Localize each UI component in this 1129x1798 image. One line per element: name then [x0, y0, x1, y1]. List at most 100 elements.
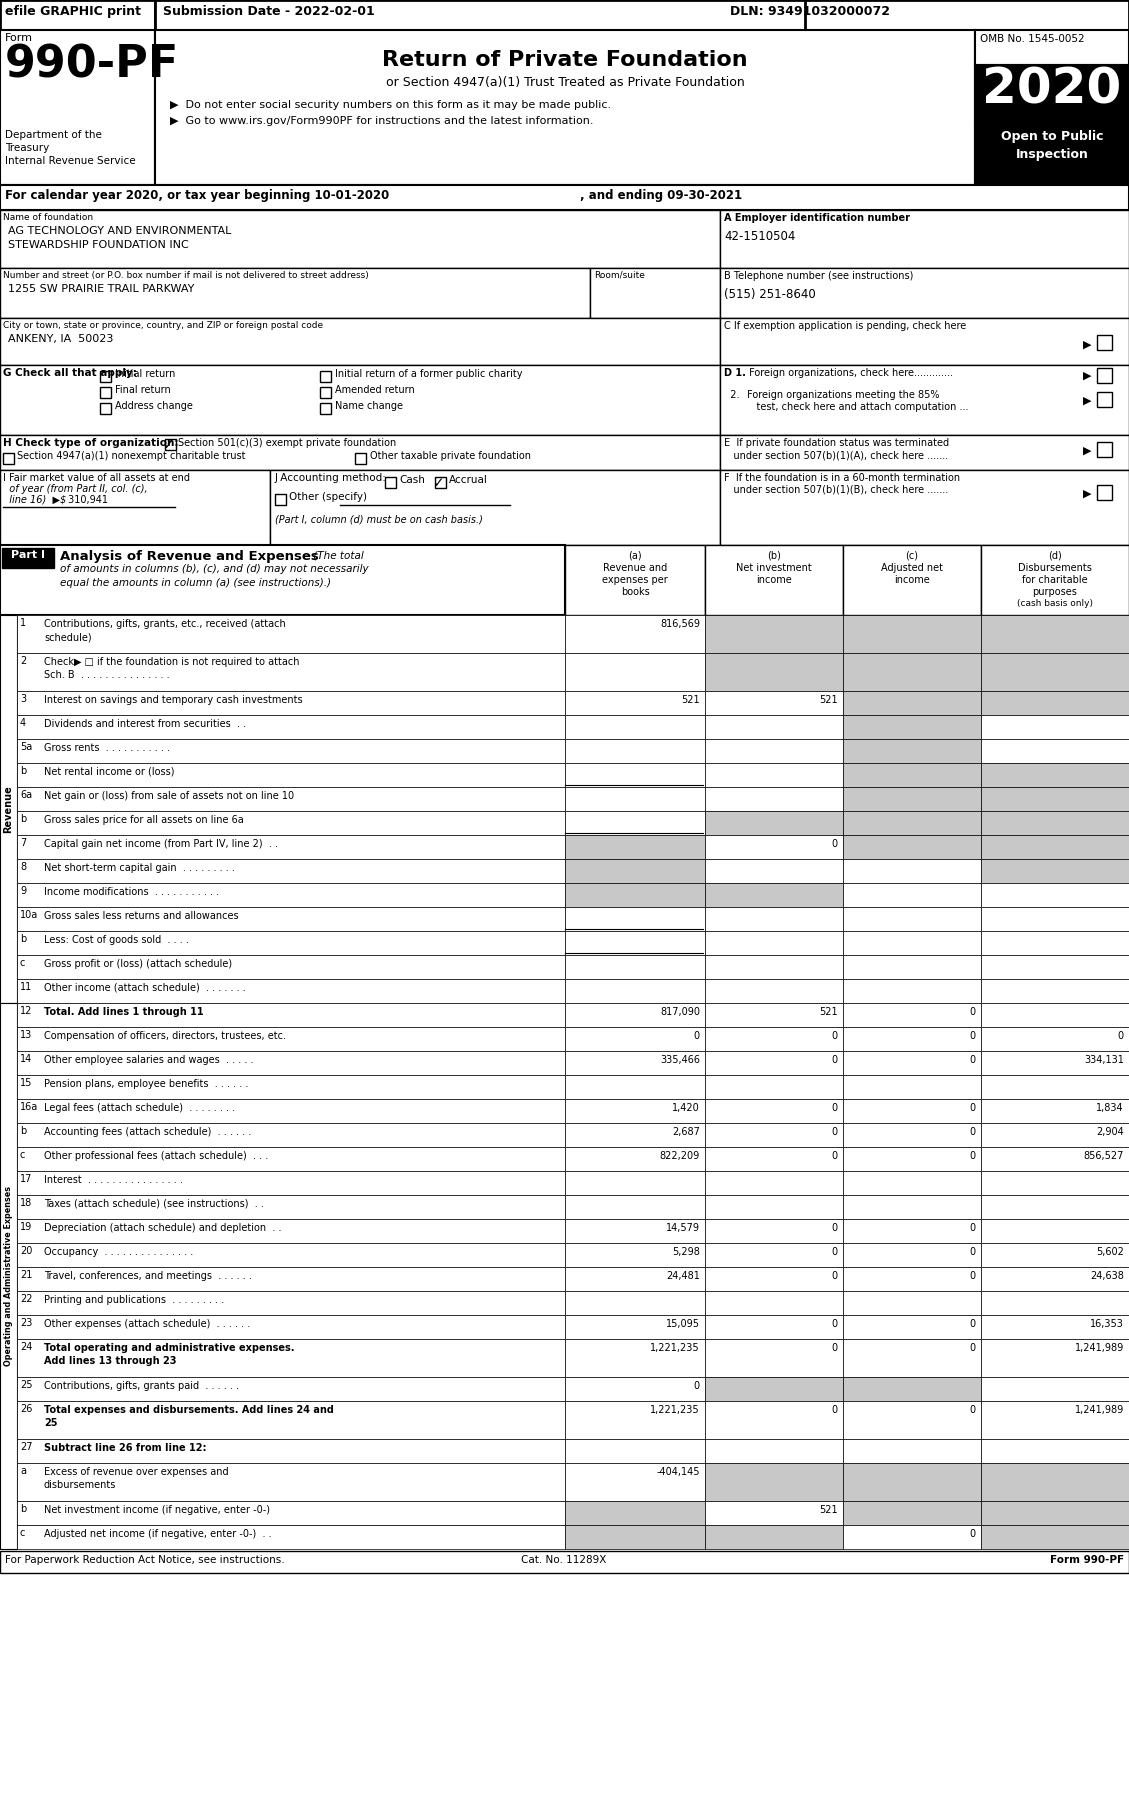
- Text: 23: 23: [20, 1318, 33, 1329]
- Text: expenses per: expenses per: [602, 575, 668, 584]
- Bar: [843, 883, 981, 906]
- Bar: [564, 716, 704, 739]
- Text: Check▶ □ if the foundation is not required to attach: Check▶ □ if the foundation is not requir…: [44, 656, 299, 667]
- Bar: [704, 788, 843, 811]
- Bar: [843, 1219, 981, 1242]
- Text: 9: 9: [20, 886, 26, 895]
- Bar: [843, 762, 981, 788]
- Bar: [564, 1438, 704, 1464]
- Bar: [0, 318, 720, 365]
- Bar: [564, 883, 704, 906]
- Bar: [981, 1401, 1129, 1438]
- Text: 1,834: 1,834: [1096, 1102, 1124, 1113]
- Text: under section 507(b)(1)(B), check here .......: under section 507(b)(1)(B), check here .…: [724, 485, 948, 494]
- Text: ✓: ✓: [163, 439, 175, 451]
- Text: (The total: (The total: [310, 550, 364, 559]
- Text: 310,941: 310,941: [65, 494, 108, 505]
- Bar: [720, 469, 1129, 545]
- Text: 2: 2: [20, 656, 26, 665]
- Text: income: income: [756, 575, 791, 584]
- Text: 3: 3: [20, 694, 26, 705]
- Bar: [843, 545, 981, 615]
- Text: Net short-term capital gain  . . . . . . . . .: Net short-term capital gain . . . . . . …: [44, 863, 235, 874]
- Bar: [981, 739, 1129, 762]
- Text: 0: 0: [832, 1151, 838, 1162]
- Bar: [843, 615, 981, 653]
- Text: 521: 521: [682, 696, 700, 705]
- Text: 0: 0: [970, 1248, 975, 1257]
- Text: Dividends and interest from securities  . .: Dividends and interest from securities .…: [44, 719, 246, 728]
- Bar: [17, 1340, 564, 1377]
- Bar: [843, 1268, 981, 1291]
- Text: 13: 13: [20, 1030, 33, 1039]
- Bar: [843, 1401, 981, 1438]
- Text: 0: 0: [832, 1055, 838, 1064]
- Text: Add lines 13 through 23: Add lines 13 through 23: [44, 1356, 176, 1366]
- Bar: [0, 185, 1129, 210]
- Bar: [270, 469, 720, 545]
- Bar: [981, 1268, 1129, 1291]
- Text: 1,221,235: 1,221,235: [650, 1343, 700, 1354]
- Bar: [17, 1219, 564, 1242]
- Text: income: income: [894, 575, 930, 584]
- Bar: [564, 1147, 704, 1170]
- Bar: [981, 811, 1129, 834]
- Bar: [843, 1196, 981, 1219]
- Text: 2,687: 2,687: [672, 1127, 700, 1136]
- Bar: [704, 690, 843, 716]
- Bar: [0, 545, 564, 615]
- Bar: [564, 788, 704, 811]
- Text: Gross rents  . . . . . . . . . . .: Gross rents . . . . . . . . . . .: [44, 743, 170, 753]
- Bar: [981, 1291, 1129, 1314]
- Text: Section 501(c)(3) exempt private foundation: Section 501(c)(3) exempt private foundat…: [178, 439, 396, 448]
- Text: Interest  . . . . . . . . . . . . . . . .: Interest . . . . . . . . . . . . . . . .: [44, 1176, 183, 1185]
- Text: Interest on savings and temporary cash investments: Interest on savings and temporary cash i…: [44, 696, 303, 705]
- Bar: [17, 716, 564, 739]
- Text: Name change: Name change: [335, 401, 403, 412]
- Bar: [704, 1124, 843, 1147]
- Bar: [564, 1099, 704, 1124]
- Bar: [564, 739, 704, 762]
- Bar: [0, 31, 155, 185]
- Text: Excess of revenue over expenses and: Excess of revenue over expenses and: [44, 1467, 229, 1476]
- Bar: [704, 716, 843, 739]
- Text: 0: 0: [970, 1223, 975, 1233]
- Text: 7: 7: [20, 838, 26, 849]
- Bar: [17, 834, 564, 859]
- Bar: [843, 1340, 981, 1377]
- Bar: [17, 1501, 564, 1525]
- Text: -404,145: -404,145: [656, 1467, 700, 1476]
- Text: 26: 26: [20, 1404, 33, 1413]
- Bar: [704, 1401, 843, 1438]
- Text: 16a: 16a: [20, 1102, 38, 1111]
- Text: 0: 0: [832, 1102, 838, 1113]
- Text: ▶  Go to www.irs.gov/Form990PF for instructions and the latest information.: ▶ Go to www.irs.gov/Form990PF for instru…: [170, 117, 594, 126]
- Text: test, check here and attach computation ...: test, check here and attach computation …: [744, 403, 969, 412]
- Bar: [843, 1170, 981, 1196]
- Text: 0: 0: [832, 1271, 838, 1280]
- Bar: [843, 1099, 981, 1124]
- Text: Net gain or (loss) from sale of assets not on line 10: Net gain or (loss) from sale of assets n…: [44, 791, 295, 800]
- Bar: [0, 469, 270, 545]
- Bar: [275, 494, 286, 505]
- Bar: [2, 548, 54, 568]
- Bar: [0, 268, 590, 318]
- Text: of amounts in columns (b), (c), and (d) may not necessarily: of amounts in columns (b), (c), and (d) …: [60, 565, 369, 574]
- Text: 1,241,989: 1,241,989: [1075, 1343, 1124, 1354]
- Bar: [564, 1291, 704, 1314]
- Text: Internal Revenue Service: Internal Revenue Service: [5, 156, 135, 165]
- Text: Depreciation (attach schedule) and depletion  . .: Depreciation (attach schedule) and deple…: [44, 1223, 281, 1233]
- Text: line 16)  ▶$: line 16) ▶$: [3, 494, 67, 505]
- Bar: [981, 1340, 1129, 1377]
- Bar: [564, 762, 704, 788]
- Text: 24,638: 24,638: [1091, 1271, 1124, 1280]
- Text: 5,298: 5,298: [672, 1248, 700, 1257]
- Text: 14: 14: [20, 1054, 33, 1064]
- Text: 0: 0: [970, 1320, 975, 1329]
- Bar: [17, 906, 564, 931]
- Text: 5,602: 5,602: [1096, 1248, 1124, 1257]
- Text: 521: 521: [820, 1505, 838, 1516]
- Text: 24,481: 24,481: [666, 1271, 700, 1280]
- Text: 1,221,235: 1,221,235: [650, 1404, 700, 1415]
- Text: 2.: 2.: [724, 390, 739, 399]
